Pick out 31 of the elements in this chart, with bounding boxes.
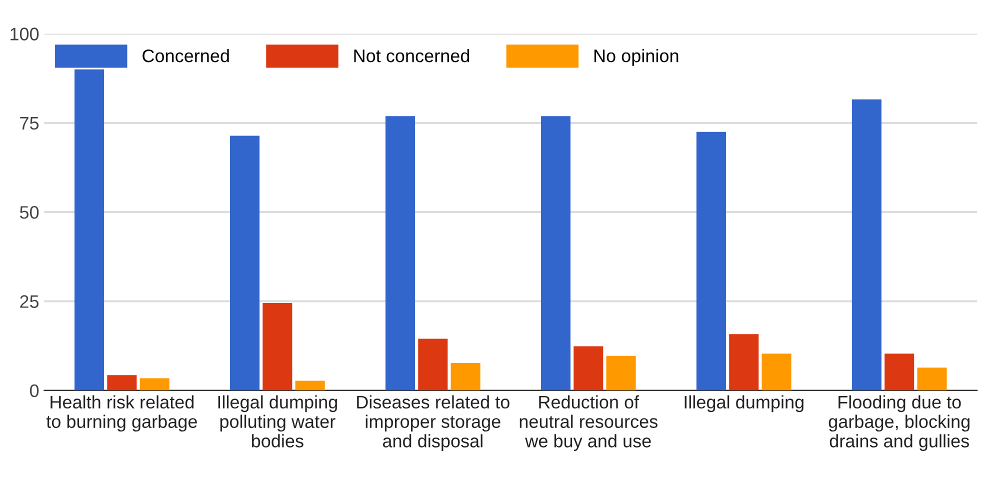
bar — [295, 380, 325, 390]
bar — [574, 346, 604, 390]
bar — [262, 303, 292, 390]
bar — [606, 356, 636, 390]
y-tick-label: 50 — [20, 206, 39, 219]
x-tick-label: Flooding due to garbage, blocking drains and gullies — [828, 395, 970, 452]
x-tick-label: Reduction of neutral resources we buy and use — [520, 395, 658, 452]
bar — [762, 354, 792, 390]
bar — [917, 368, 947, 390]
x-tick-label: Illegal dumping polluting water bodies — [218, 395, 337, 448]
bar — [418, 338, 448, 390]
legend-label: Concerned — [142, 49, 229, 62]
y-tick-label: 0 — [30, 384, 39, 398]
legend-label: No opinion — [594, 49, 678, 66]
y-tick-label: 100 — [10, 28, 39, 40]
x-tick-label: Diseases related to improper storage and disposal — [357, 395, 510, 452]
legend-label: Not concerned — [354, 49, 470, 62]
x-tick-label: Health risk related to burning garbage — [46, 395, 197, 432]
bar — [450, 362, 480, 390]
y-tick-label: 25 — [20, 295, 39, 308]
bar — [540, 116, 570, 390]
bar — [230, 136, 260, 390]
x-tick-label: Illegal dumping — [684, 395, 804, 412]
bar — [385, 116, 416, 390]
bar — [729, 334, 759, 390]
bar — [140, 378, 170, 390]
bar — [852, 99, 882, 390]
y-tick-label: 75 — [20, 117, 39, 130]
bar — [884, 354, 914, 390]
bar — [696, 132, 726, 390]
bar — [107, 375, 137, 390]
